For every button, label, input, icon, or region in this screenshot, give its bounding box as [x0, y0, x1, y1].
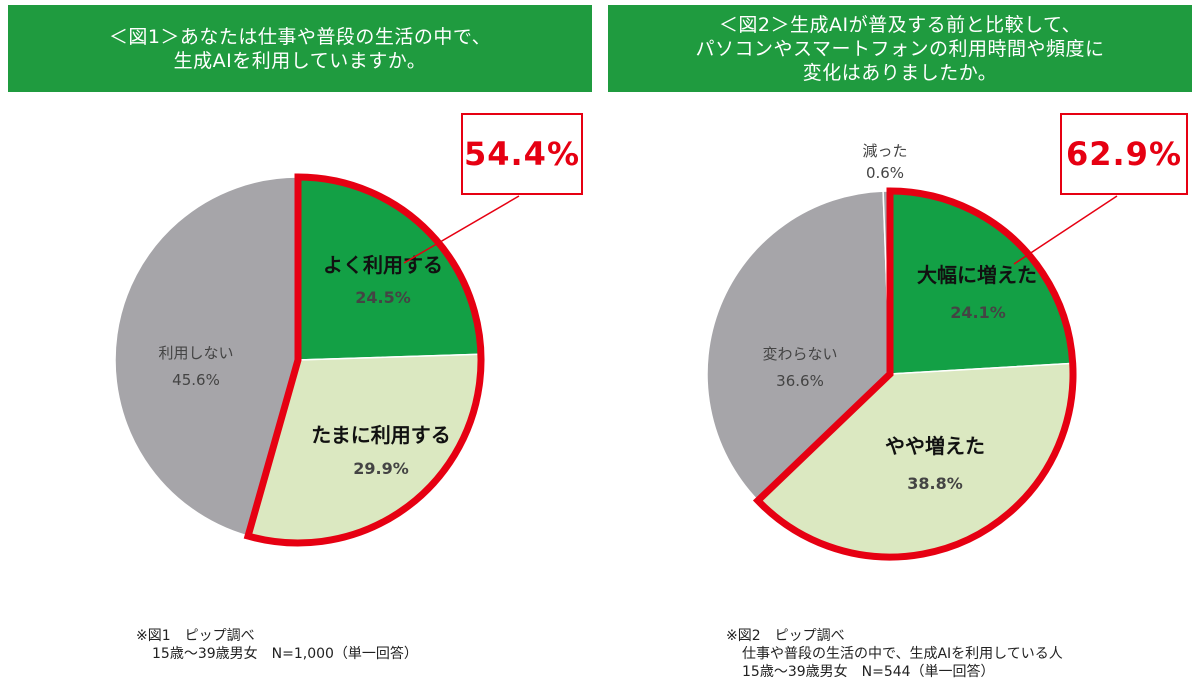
- figure1-note-line1: ※図1 ピップ調べ: [136, 628, 255, 644]
- figure1-slice-3-label: 利用しない: [158, 344, 233, 362]
- figure1-total-callout: 54.4%: [461, 113, 583, 195]
- figure2-title-line3: 変化はありましたか。: [802, 61, 998, 84]
- figure2-slice-3: [706, 190, 891, 502]
- figure1-pie: よく利用する 24.5% たまに利用する 29.9% 利用しない 45.6%: [114, 173, 485, 547]
- figure2-callout-leader: [1013, 195, 1118, 265]
- figure1-source-note: ※図1 ピップ調べ 15歳～39歳男女 N=1,000（単一回答）: [136, 627, 418, 663]
- figure1-title-line1: ＜図1＞あなたは仕事や普段の生活の中で、: [108, 25, 492, 48]
- figure2-note-line2: 仕事や普段の生活の中で、生成AIを利用している人: [742, 646, 1063, 662]
- figure1-slice-3: [114, 176, 299, 537]
- figure2-slice-3-label: 変わらない: [762, 345, 837, 363]
- figure1-slice-2-value: 29.9%: [353, 459, 409, 478]
- figure2-slice-1-value: 24.1%: [950, 303, 1006, 322]
- figure1-slice-1-label: よく利用する: [323, 253, 443, 277]
- figure1-slice-2-label: たまに利用する: [311, 423, 450, 447]
- figure2-total-callout: 62.9%: [1060, 113, 1188, 195]
- figure2-slice-1-label: 大幅に増えた: [917, 263, 1037, 287]
- pie-charts-canvas: よく利用する 24.5% たまに利用する 29.9% 利用しない 45.6% 大幅に増えた…: [114, 142, 1118, 561]
- figure2-slice-4-label: 減った: [862, 142, 907, 160]
- figure1-slice-3-value: 45.6%: [172, 371, 220, 389]
- figure1-title-line2: 生成AIを利用していますか。: [173, 49, 427, 72]
- figure2-title-banner: ＜図2＞生成AIが普及する前と比較して、 パソコンやスマートフォンの利用時間や頻…: [608, 5, 1192, 92]
- figure1-emphasis-outline: [243, 173, 485, 547]
- figure2-source-note: ※図2 ピップ調べ 仕事や普段の生活の中で、生成AIを利用している人 15歳～3…: [726, 627, 1063, 681]
- figure2-slice-4-value: 0.6%: [866, 164, 904, 182]
- figure1-callout-leader: [403, 195, 520, 264]
- figure2-slice-3-value: 36.6%: [776, 372, 824, 390]
- figure2-note-line3: 15歳～39歳男女 N=544（単一回答）: [742, 664, 995, 680]
- figure1-slice-1-value: 24.5%: [355, 288, 411, 307]
- figure2-title-line1: ＜図2＞生成AIが普及する前と比較して、: [718, 13, 1082, 36]
- figure2-slice-2-label: やや増えた: [885, 434, 985, 458]
- figure1-note-line2: 15歳～39歳男女 N=1,000（単一回答）: [152, 646, 418, 662]
- figure2-slice-2-value: 38.8%: [907, 474, 963, 493]
- figure1-title-banner: ＜図1＞あなたは仕事や普段の生活の中で、 生成AIを利用していますか。: [8, 5, 592, 92]
- figure2-title-line2: パソコンやスマートフォンの利用時間や頻度に: [695, 37, 1105, 60]
- figure2-emphasis-outline: [752, 187, 1077, 561]
- figure2-pie: 大幅に増えた 24.1% やや増えた 38.8% 変わらない 36.6% 減った 0.6%: [706, 142, 1077, 561]
- figure2-note-line1: ※図2 ピップ調べ: [726, 628, 845, 644]
